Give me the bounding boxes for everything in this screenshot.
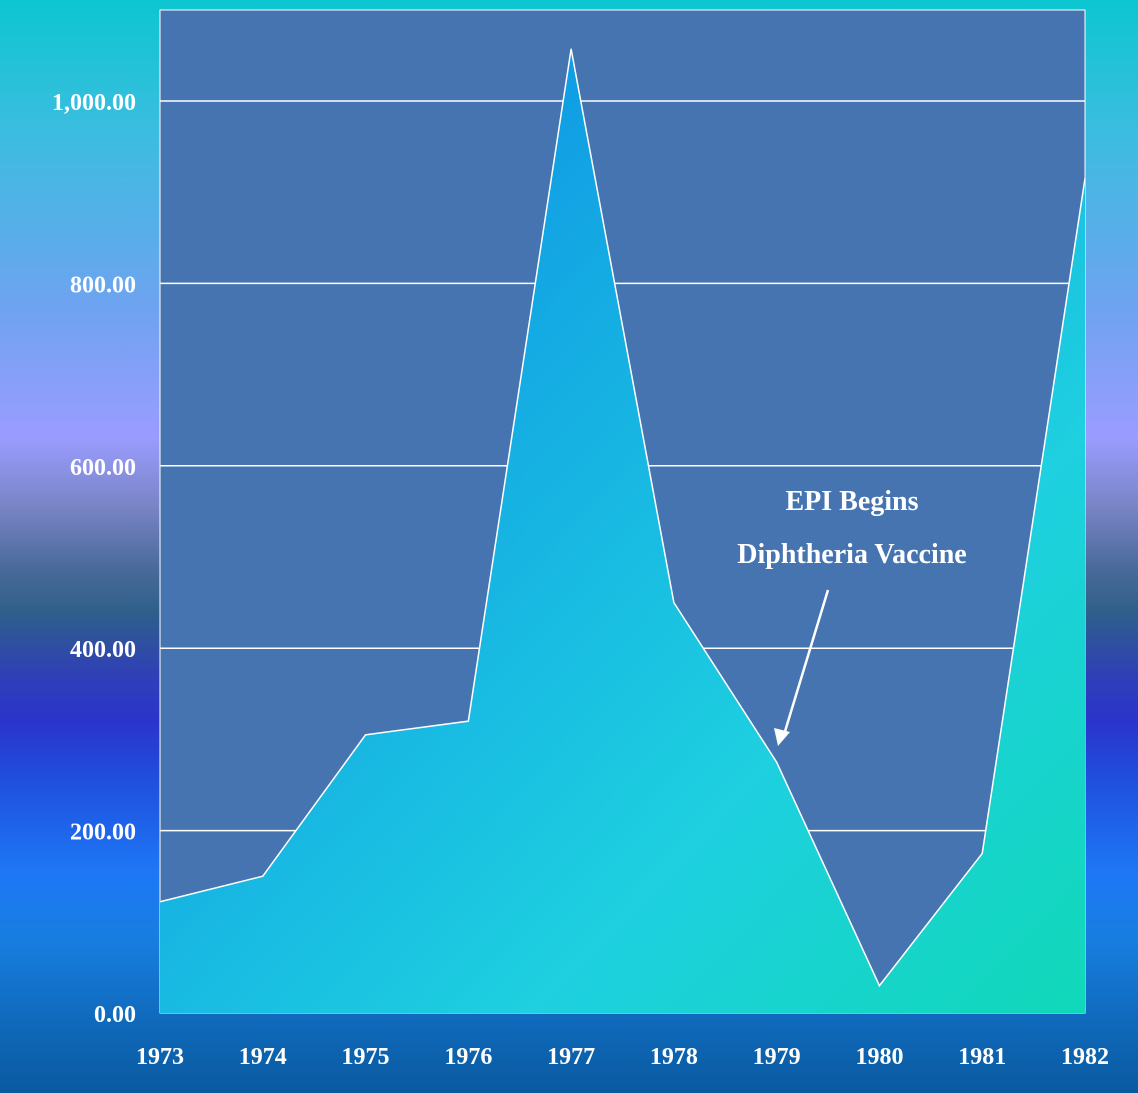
y-tick-label: 1,000.00	[52, 90, 136, 116]
annotation-arrow-shaft	[781, 589, 830, 739]
y-tick-label: 200.00	[70, 820, 136, 846]
y-tick-label: 800.00	[70, 272, 136, 298]
x-tick-label: 1974	[239, 1044, 287, 1070]
x-tick-label: 1976	[444, 1044, 492, 1070]
x-tick-label: 1979	[753, 1044, 801, 1070]
y-tick-label: 600.00	[70, 455, 136, 481]
data-point-1976	[467, 720, 469, 722]
annotation-line-1: EPI Begins	[785, 486, 918, 517]
x-tick-label: 1978	[650, 1044, 698, 1070]
data-point-1982	[1084, 178, 1086, 180]
data-point-1977	[570, 48, 572, 50]
series-line	[159, 48, 1086, 988]
data-point-1975	[365, 734, 367, 736]
x-tick-label: 1982	[1061, 1044, 1109, 1070]
data-point-1980	[878, 985, 880, 987]
x-axis-ticks: 1973 1974 1975 1976 1977 1978 1979 1980 1981 1982	[136, 1044, 1109, 1070]
data-point-1981	[981, 852, 983, 854]
data-point-1978	[673, 602, 675, 604]
data-points	[159, 48, 1086, 987]
series-area	[160, 49, 1085, 1014]
data-point-1974	[262, 875, 264, 877]
y-tick-label: 400.00	[70, 637, 136, 663]
annotation: EPI Begins Diphtheria Vaccine	[737, 486, 967, 746]
data-point-1979	[776, 761, 778, 763]
annotation-line-2: Diphtheria Vaccine	[737, 539, 966, 570]
y-axis-ticks: 0.00 200.00 400.00 600.00 800.00 1,000.00	[52, 90, 136, 1028]
x-tick-label: 1975	[342, 1044, 390, 1070]
x-tick-label: 1973	[136, 1044, 184, 1070]
y-tick-label: 0.00	[94, 1002, 136, 1028]
annotation-arrow-head	[774, 728, 790, 746]
x-tick-label: 1977	[547, 1044, 595, 1070]
x-tick-label: 1981	[958, 1044, 1006, 1070]
x-tick-label: 1980	[855, 1044, 903, 1070]
data-point-1973	[159, 901, 161, 903]
